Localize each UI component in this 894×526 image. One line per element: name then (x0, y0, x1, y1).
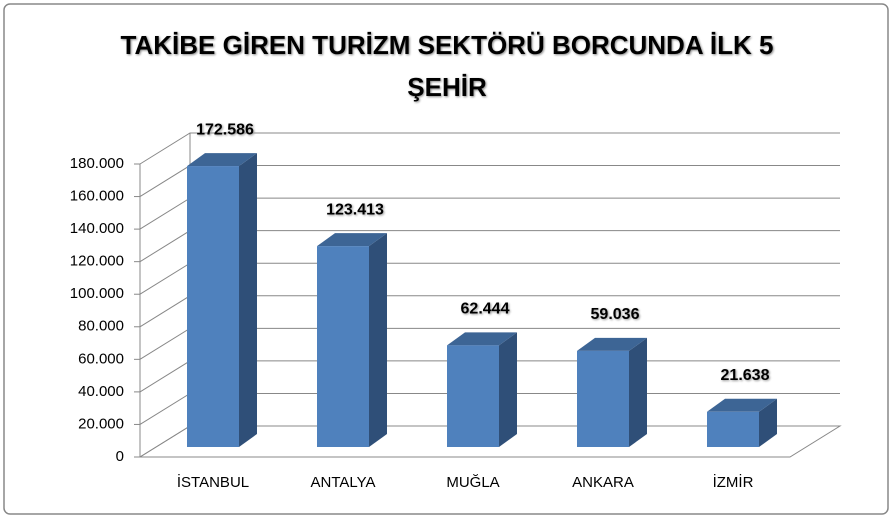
value-label: 21.638 (721, 367, 770, 384)
x-tick-label: İZMİR (713, 473, 754, 491)
bar-side (499, 332, 517, 447)
value-label: 59.036 (591, 306, 640, 323)
value-label: 172.586 (196, 121, 254, 138)
value-label: 62.444 (461, 301, 510, 318)
y-tick-label: 160.000 (70, 188, 124, 205)
bar-top (187, 153, 257, 167)
bar (317, 246, 369, 447)
bar-side (369, 233, 387, 447)
bar-top (707, 398, 777, 412)
bar (187, 166, 239, 447)
x-tick-label: ANKARA (572, 474, 634, 491)
bar-top (317, 233, 387, 247)
y-tick-label: 140.000 (70, 220, 124, 237)
bar-side (629, 337, 647, 447)
y-tick-label: 80.000 (78, 318, 124, 335)
bar-side (759, 398, 777, 447)
value-label: 123.413 (326, 201, 384, 218)
chart-title: TAKİBE GİREN TURİZM SEKTÖRÜ BORCUNDA İLK… (120, 30, 774, 102)
bar (447, 345, 499, 447)
y-tick-label: 60.000 (78, 350, 124, 367)
x-tick-label: MUĞLA (446, 474, 499, 491)
y-tick-label: 20.000 (78, 415, 124, 432)
grid-line (139, 132, 840, 165)
bar (577, 350, 629, 447)
y-tick-label: 40.000 (78, 383, 124, 400)
x-tick-label: ANTALYA (310, 474, 375, 491)
bar (707, 411, 759, 447)
y-tick-label: 100.000 (70, 285, 124, 302)
bar-side (239, 153, 257, 447)
y-tick-label: 120.000 (70, 253, 124, 270)
bar-top (447, 332, 517, 346)
y-tick-label: 180.000 (70, 155, 124, 172)
bar-top (577, 337, 647, 351)
y-tick-label: 0 (116, 448, 124, 465)
x-tick-label: İSTANBUL (177, 473, 249, 491)
